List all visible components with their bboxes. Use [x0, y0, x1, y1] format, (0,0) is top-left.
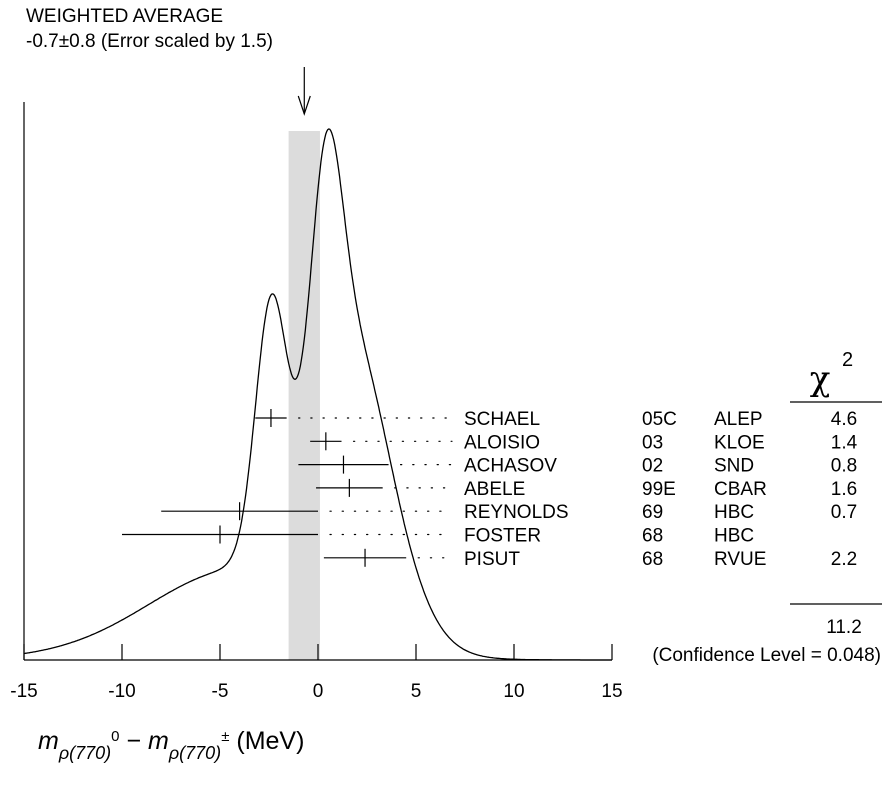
x-tick-label: -10 [108, 681, 135, 702]
measurement-author: FOSTER [464, 526, 541, 547]
measurement-technique: ALEP [714, 409, 763, 430]
confidence-level: (Confidence Level = 0.048) [652, 645, 881, 666]
measurement-year: 68 [642, 526, 663, 547]
x-axis-label: mρ(770)0 − mρ(770)± (MeV) [38, 727, 304, 763]
measurement-author: ALOISIO [464, 432, 540, 453]
measurement-technique: HBC [714, 502, 754, 523]
x-tick-label: 5 [411, 681, 422, 702]
measurement-technique: KLOE [714, 432, 765, 453]
measurement-year: 05C [642, 409, 677, 430]
measurement-chi2: 1.6 [831, 479, 857, 500]
measurement-year: 02 [642, 456, 663, 477]
x-tick-label: -5 [212, 681, 229, 702]
x-tick-label: -15 [10, 681, 37, 702]
chi2-total: 11.2 [826, 617, 862, 638]
x-tick-label: 15 [601, 681, 622, 702]
measurement-technique: CBAR [714, 479, 767, 500]
weighted-average-arrowhead [297, 95, 311, 116]
measurement-year: 68 [642, 549, 663, 570]
measurement-chi2: 2.2 [831, 549, 857, 570]
measurement-author: ACHASOV [464, 456, 557, 477]
measurement-technique: SND [714, 456, 754, 477]
weighted-average-value: -0.7±0.8 (Error scaled by 1.5) [26, 31, 273, 52]
measurement-year: 03 [642, 432, 663, 453]
x-tick-label: 10 [503, 681, 524, 702]
measurement-chi2: 1.4 [831, 432, 858, 453]
measurement-author: PISUT [464, 549, 520, 570]
measurement-author: SCHAEL [464, 409, 540, 430]
measurement-author: REYNOLDS [464, 502, 569, 523]
measurement-chi2: 0.8 [831, 456, 857, 477]
measurement-year: 99E [642, 479, 676, 500]
measurement-chi2: 0.7 [831, 502, 857, 523]
measurement-technique: HBC [714, 526, 754, 547]
measurement-author: ABELE [464, 479, 525, 500]
weighted-average-title: WEIGHTED AVERAGE [26, 6, 224, 27]
measurement-chi2: 4.6 [831, 409, 857, 430]
weighted-average-band [288, 131, 320, 660]
x-tick-label: 0 [313, 681, 324, 702]
chi2-header: χ [810, 359, 831, 399]
chi2-header-superscript: 2 [842, 349, 853, 371]
measurement-year: 69 [642, 502, 663, 523]
measurement-technique: RVUE [714, 549, 766, 570]
